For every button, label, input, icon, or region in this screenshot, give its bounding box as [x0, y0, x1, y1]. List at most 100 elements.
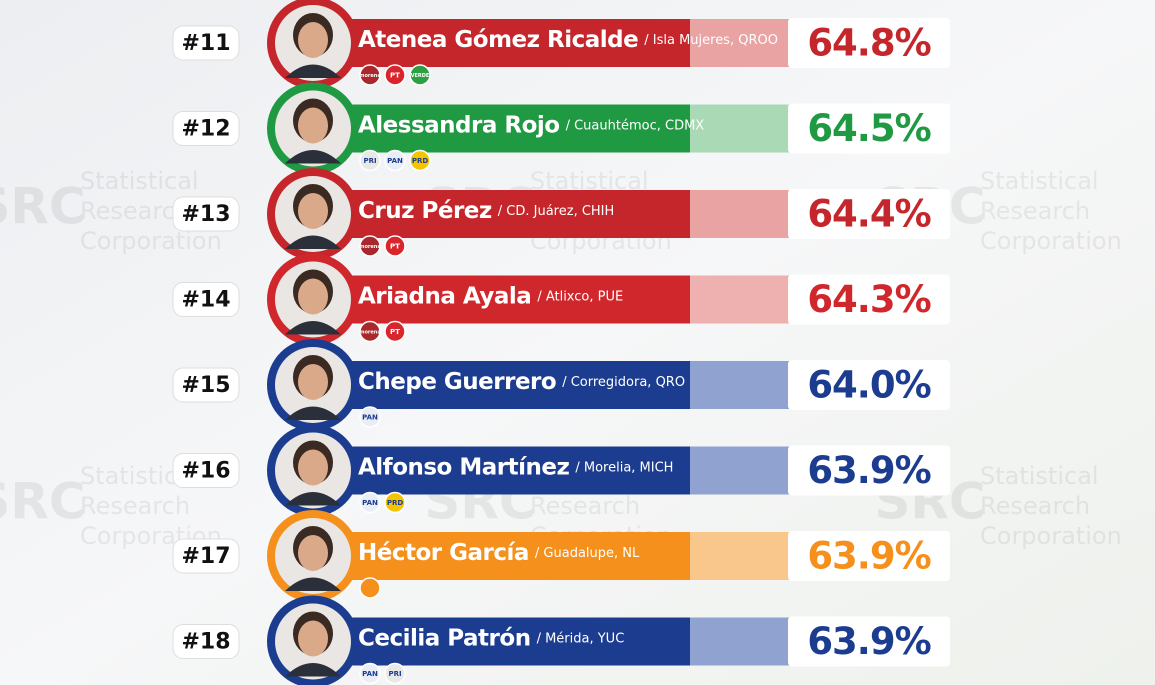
ranking-row: #13 64.4% Cruz Pérez / CD. Juárez, CHIH more…: [172, 168, 950, 260]
watermark-line: Corporation: [980, 227, 1122, 255]
party-logo: [384, 64, 406, 86]
candidate-text: Cruz Pérez / CD. Juárez, CHIH: [358, 198, 614, 224]
candidate-location: / Atlixco, PUE: [537, 289, 623, 304]
candidate-location: / Corregidora, QRO: [562, 375, 685, 390]
candidate-location: / Morelia, MICH: [575, 460, 673, 475]
rank-badge: [172, 111, 240, 146]
candidate-location: / CD. Juárez, CHIH: [498, 204, 615, 219]
candidate-location: / Mérida, YUC: [537, 631, 625, 646]
rank-badge: [172, 25, 240, 61]
photo-body: [285, 492, 341, 506]
candidate-name: Ariadna Ayala: [358, 283, 531, 309]
name-bar: [320, 446, 692, 495]
photo-body: [285, 663, 341, 677]
party-logo: [384, 320, 406, 343]
percent-box: [788, 616, 950, 667]
watermark-line: Corporation: [80, 227, 222, 255]
party-label: PRD: [387, 499, 404, 507]
percent-value: 64.5%: [807, 107, 930, 150]
photo-face: [298, 278, 328, 315]
percent-box: [788, 531, 950, 581]
watermark-line: Research: [980, 492, 1090, 520]
percent-box: [788, 18, 950, 68]
party-label: PAN: [362, 414, 378, 422]
watermark-line: Research: [80, 492, 190, 520]
watermark-line: Statistical: [980, 462, 1099, 490]
party-label: PT: [390, 243, 400, 251]
candidate-text: Chepe Guerrero / Corregidora, QRO: [358, 369, 685, 395]
photo-body: [285, 150, 341, 164]
party-label: VERDE: [411, 73, 430, 79]
party-label: PAN: [362, 670, 378, 678]
photo-face: [298, 107, 328, 144]
party-label: PRI: [388, 670, 401, 678]
ranking-row: #14 64.3% Ariadna Ayala / Atlixco, PUE moren…: [172, 253, 950, 346]
photo-face: [298, 620, 328, 657]
party-label: PT: [390, 328, 400, 336]
watermark-logo: SRC: [0, 473, 86, 531]
watermark-line: Statistical: [980, 167, 1099, 195]
rank-badge: [172, 624, 240, 659]
rank-badge: [172, 282, 240, 317]
watermark-line: Research: [80, 197, 190, 225]
party-logo: [384, 662, 406, 685]
percent-value: 63.9%: [807, 620, 930, 663]
rank-badge: [172, 538, 240, 574]
party-logo: [384, 149, 406, 172]
candidate-name: Chepe Guerrero: [358, 369, 556, 395]
party-label: PAN: [362, 499, 378, 507]
rank-label: #11: [181, 31, 230, 56]
rank-label: #13: [181, 202, 230, 227]
percent-box: [788, 445, 950, 496]
party-logo: [359, 149, 381, 172]
candidate-location: / Cuauhtémoc, CDMX: [566, 118, 705, 133]
ranking-row: #16 63.9% Alfonso Martínez / Morelia, MICH P…: [172, 424, 950, 517]
party-logo: [384, 491, 406, 514]
name-bar: [320, 275, 692, 324]
percent-value: 64.3%: [807, 278, 930, 321]
candidate-name: Alfonso Martínez: [358, 454, 569, 480]
candidate-name: Cecilia Patrón: [358, 625, 531, 651]
rank-label: #17: [181, 544, 230, 569]
party-logo: [359, 320, 381, 343]
watermark-logo: SRC: [0, 178, 86, 236]
rank-label: #15: [181, 373, 230, 398]
party-logo: [359, 491, 381, 514]
name-bar: [320, 190, 692, 238]
candidate-location: / Isla Mujeres, QROO: [644, 33, 778, 48]
rows: #11 64.8% Atenea Gómez Ricalde / Isla Mujer…: [172, 0, 950, 685]
party-logo: [359, 235, 381, 257]
party-logo: [359, 577, 381, 599]
candidate-name: Héctor García: [358, 540, 529, 566]
ranking-row: #18 63.9% Cecilia Patrón / Mérida, YUC PAN PR…: [172, 595, 950, 685]
photo-face: [298, 535, 328, 571]
photo-face: [298, 193, 328, 229]
rank-label: #18: [181, 630, 230, 655]
name-bar-light: [690, 275, 790, 324]
party-label: PT: [390, 72, 400, 80]
name-bar-light: [690, 19, 790, 67]
watermark-line: Research: [530, 492, 640, 520]
party-logo: [359, 662, 381, 685]
party-label: morena: [359, 330, 380, 336]
candidate-text: Ariadna Ayala / Atlixco, PUE: [358, 283, 623, 309]
rank-label: #12: [181, 117, 230, 142]
party-logo: [359, 64, 381, 86]
candidate-name: Cruz Pérez: [358, 198, 492, 224]
rank-label: #16: [181, 459, 230, 484]
party-label: PRI: [363, 157, 376, 165]
photo-body: [285, 321, 341, 335]
photo-body: [285, 235, 341, 249]
ranking-row: #12 64.5% Alessandra Rojo / Cuauhtémoc, CDM…: [172, 82, 950, 175]
name-bar-light: [690, 532, 790, 580]
rank-badge: [172, 367, 240, 403]
percent-box: [788, 360, 950, 410]
watermark-line: Research: [980, 197, 1090, 225]
candidate-text: Atenea Gómez Ricalde / Isla Mujeres, QROO: [358, 27, 778, 53]
candidate-text: Alessandra Rojo / Cuauhtémoc, CDMX: [358, 112, 704, 138]
ranking-row: #15 64.0% Chepe Guerrero / Corregidora, QRO…: [172, 339, 950, 431]
name-bar: [320, 104, 692, 153]
